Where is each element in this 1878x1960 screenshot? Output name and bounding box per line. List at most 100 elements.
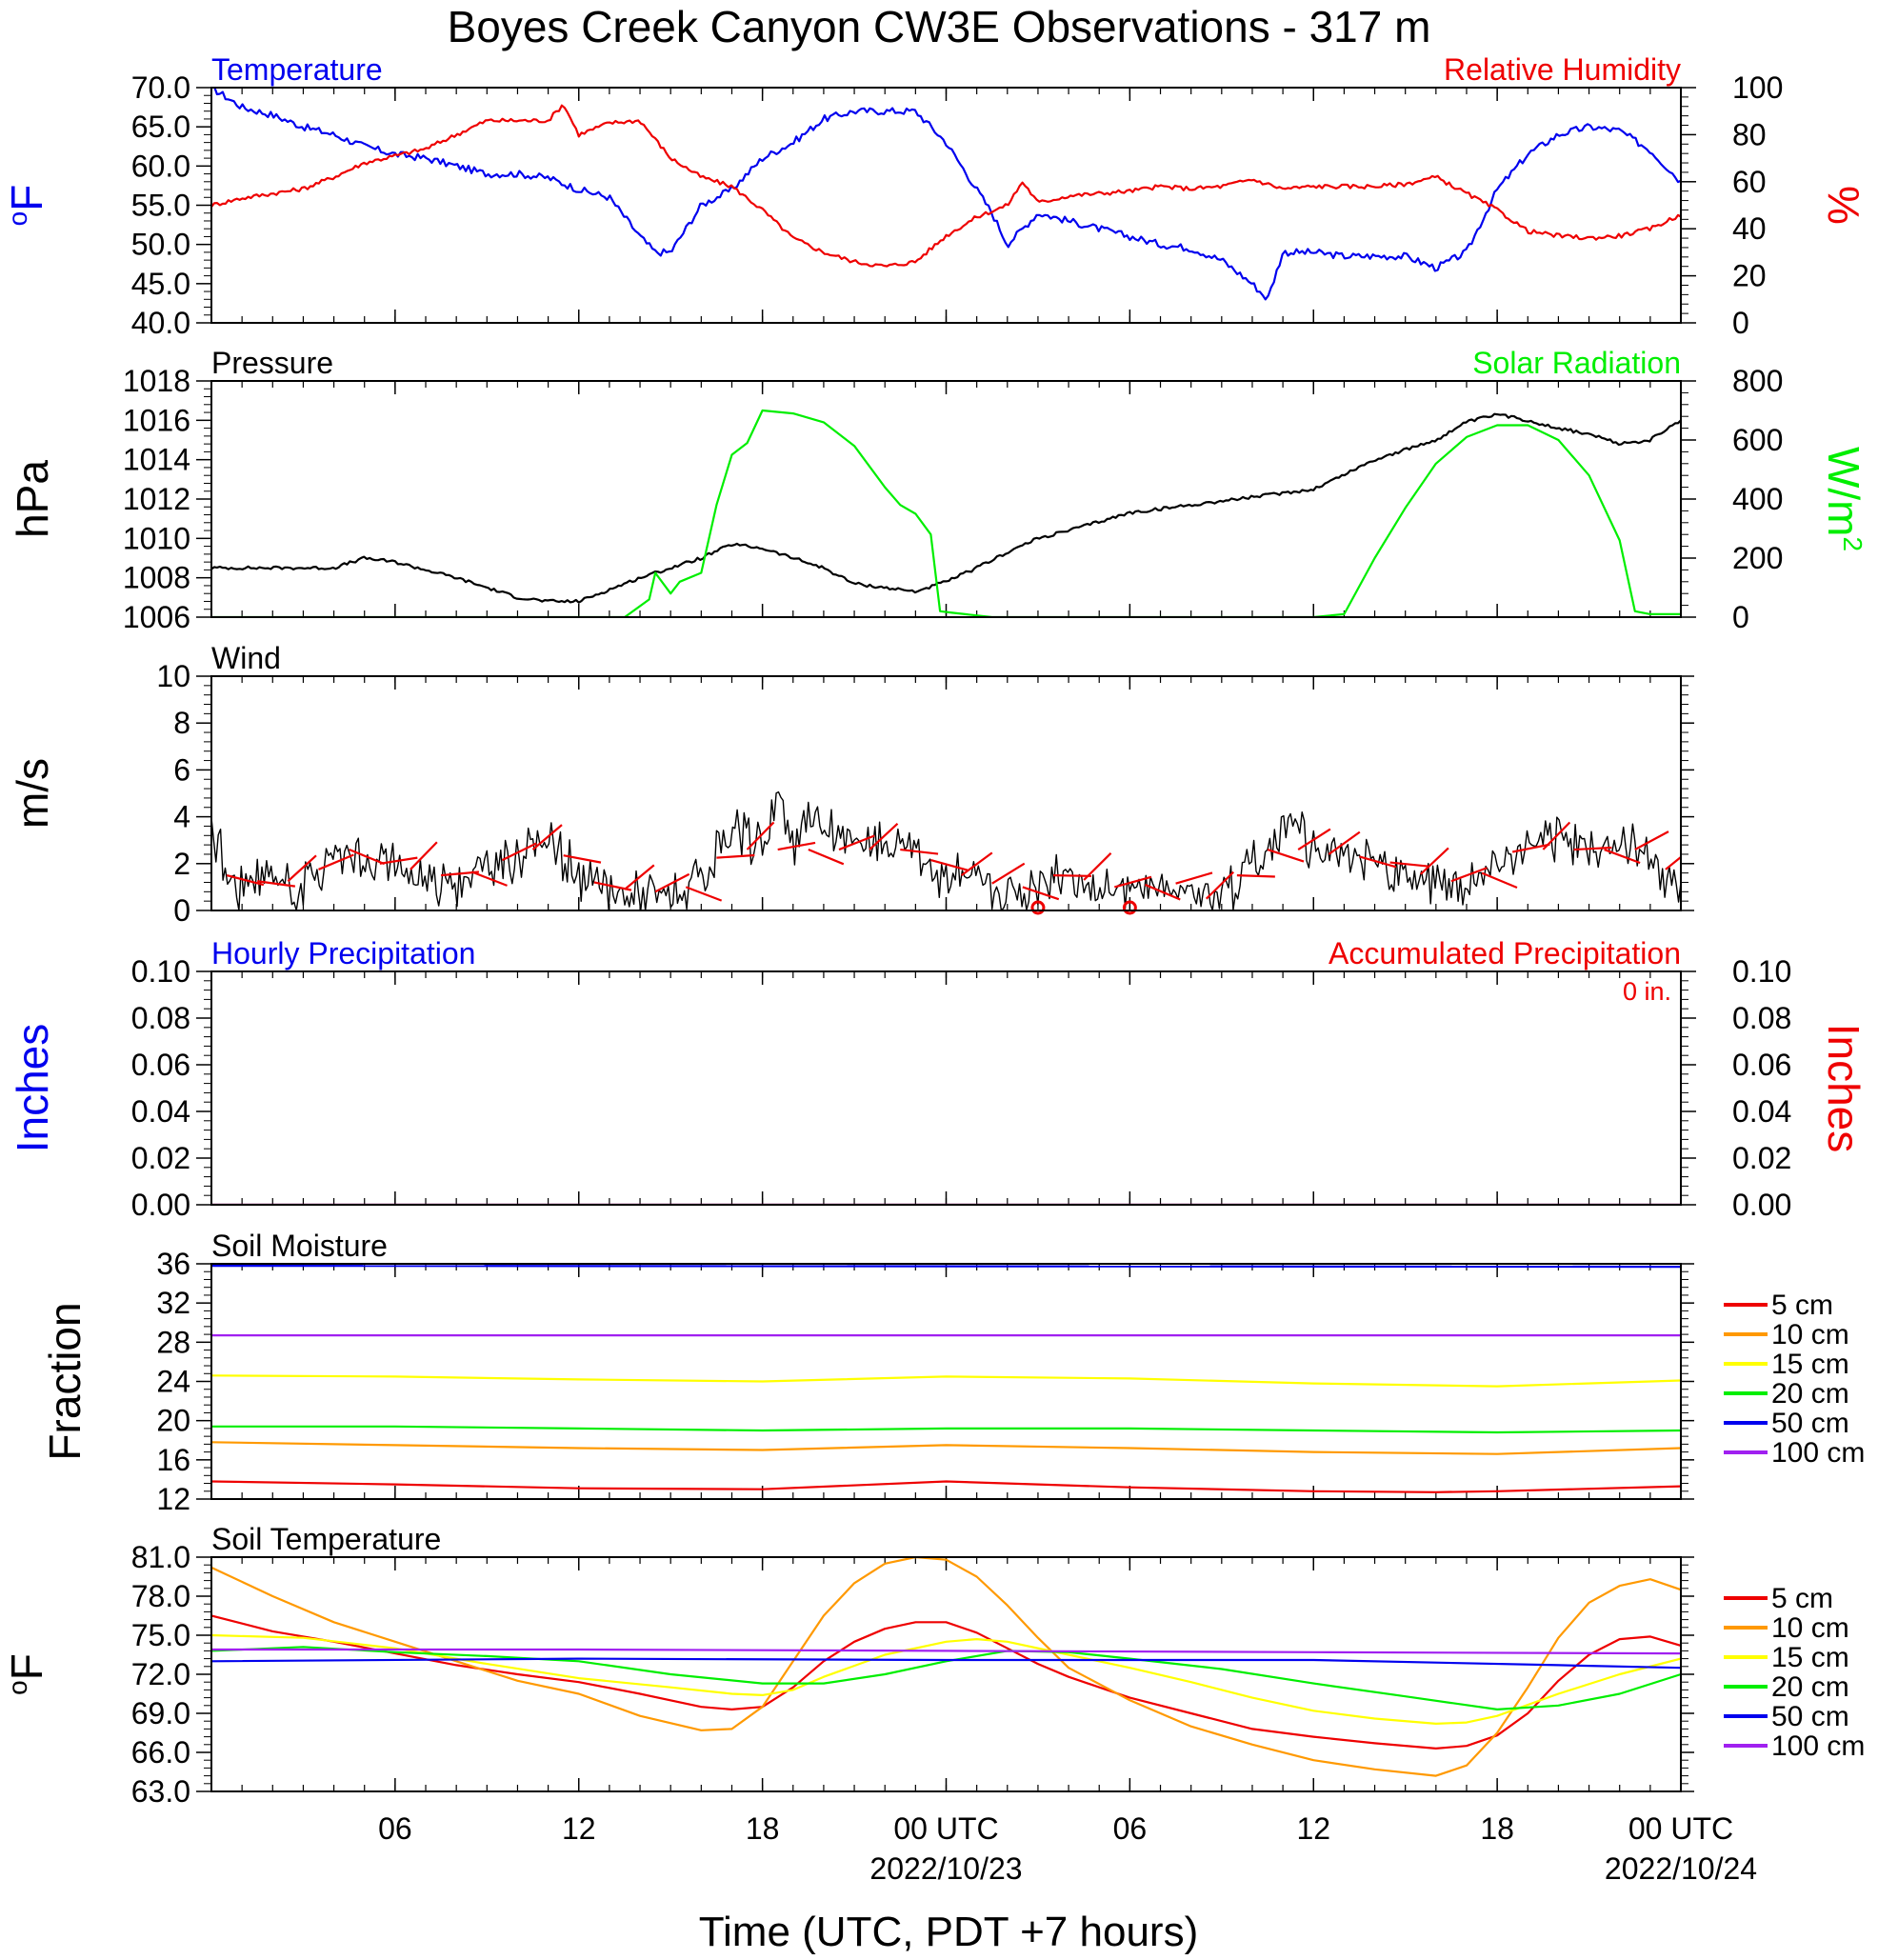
y-tick-label: 10 [156, 659, 190, 693]
legend-label: 5 cm [1771, 1290, 1833, 1321]
y-tick-label: 1014 [123, 443, 190, 477]
y-axis-label: Fraction [40, 1302, 90, 1460]
panel-frame [210, 87, 1682, 324]
y-tick-label: 1008 [123, 561, 190, 595]
panel-title-left: Wind [211, 641, 281, 675]
y-tick-label: 63.0 [131, 1774, 190, 1809]
series-line-20-cm [211, 1646, 1681, 1711]
wind-barb [287, 854, 317, 883]
y-axis-label-right: Inches [1819, 1024, 1868, 1153]
wind-barb [716, 853, 755, 859]
legend-label: 50 cm [1771, 1408, 1849, 1439]
y-tick-label: 1016 [123, 403, 190, 437]
legend-label: 10 cm [1771, 1612, 1849, 1644]
wind-barb [1205, 870, 1235, 900]
wind-barb [1145, 883, 1181, 901]
y-tick-label-right: 80 [1732, 117, 1767, 151]
panel-frame [210, 675, 1682, 911]
wind-barb [1604, 849, 1641, 865]
series-line-5-cm [211, 1480, 1681, 1493]
wind-barb [318, 853, 354, 870]
x-tick-label: 12 [562, 1811, 596, 1846]
wind-barb [991, 862, 1026, 885]
y-tick-label-right: 800 [1732, 364, 1783, 398]
legend-label: 100 cm [1771, 1730, 1865, 1762]
wind-barb [226, 874, 265, 887]
series-line-50-cm [211, 1657, 1681, 1670]
wind-barb [777, 841, 816, 851]
series-line-10-cm [211, 1557, 1681, 1777]
y-tick-label-right: 0.00 [1732, 1188, 1791, 1222]
wind-barb [1389, 861, 1428, 868]
wind-barb [257, 880, 296, 888]
wind-barb [1542, 821, 1571, 850]
x-tick-label: 00 UTC [1628, 1811, 1733, 1846]
panel-frame [210, 970, 1682, 1206]
y-tick-label: 66.0 [131, 1735, 190, 1770]
series-line-10-cm [211, 1441, 1681, 1455]
wind-barb [838, 834, 875, 851]
panel-title-right: Relative Humidity [1444, 52, 1681, 87]
series-line-temperature [213, 88, 1681, 301]
plot-area [211, 1264, 1681, 1493]
panel-title-left: Temperature [211, 52, 383, 87]
wind-barb [1114, 875, 1152, 889]
wind-barb [685, 886, 723, 902]
x-tick-label: 12 [1296, 1811, 1330, 1846]
y-tick-label: 1010 [123, 521, 190, 555]
y-tick-label: 20 [156, 1404, 190, 1438]
x-tick-date-label: 2022/10/23 [869, 1851, 1022, 1886]
wind-barb [563, 854, 602, 864]
legend-label: 20 cm [1771, 1378, 1849, 1410]
y-tick-label: 0.06 [131, 1048, 190, 1082]
y-axis-label-right: % [1819, 186, 1868, 225]
y-tick-label: 0.00 [131, 1188, 190, 1222]
panel-temperature-rh: 40.0 45.0 50.0 55.0 60.0 65.0 70.0 0 20 40 60 80 100… [2, 52, 1868, 340]
panel-title-right: Accumulated Precipitation [1329, 936, 1681, 970]
y-tick-label: 28 [156, 1325, 190, 1359]
y-tick-label: 1006 [123, 600, 190, 634]
wind-barb [746, 821, 775, 850]
wind-barb [930, 859, 969, 871]
calm-wind-marker [1030, 900, 1046, 915]
chart-panels: 40.045.050.055.060.065.070.0020406080100… [2, 52, 1868, 1809]
wind-barb [1420, 847, 1449, 875]
y-tick-label: 0 [173, 893, 190, 928]
y-tick-label: 72.0 [131, 1657, 190, 1691]
series-line-solar-radiation [211, 409, 1681, 617]
plot-area [211, 88, 1681, 301]
panel-title-left: Pressure [211, 346, 333, 380]
y-tick-label: 12 [156, 1482, 190, 1516]
x-tick-label: 18 [746, 1811, 780, 1846]
calm-wind-marker [1122, 900, 1137, 915]
x-tick-label: 06 [1113, 1811, 1148, 1846]
y-tick-label: 2 [173, 847, 190, 881]
y-tick-label: 1012 [123, 482, 190, 516]
wind-barb [1450, 867, 1488, 883]
y-axis-label-right: W/m2 [1819, 447, 1868, 551]
y-tick-label: 70.0 [131, 70, 190, 105]
chart-title: Boyes Creek Canyon CW3E Observations - 3… [448, 2, 1431, 51]
y-tick-label: 75.0 [131, 1618, 190, 1652]
y-tick-label: 45.0 [131, 267, 190, 301]
plot-area [211, 790, 1681, 910]
y-tick-label-right: 0.08 [1732, 1001, 1791, 1035]
wind-barb [1328, 830, 1361, 855]
wind-barb [1634, 830, 1669, 851]
wind-barb [531, 824, 563, 850]
y-tick-label: 24 [156, 1365, 190, 1399]
y-tick-label: 40.0 [131, 306, 190, 340]
time-axis: 06 12 18 00 UTC 2022/10/23 06 12 18 00 UTC 2022/1… [378, 1811, 1757, 1886]
y-tick-label-right: 400 [1732, 482, 1783, 516]
y-tick-label: 6 [173, 752, 190, 787]
y-tick-label-right: 600 [1732, 423, 1783, 457]
wind-barb [624, 864, 655, 890]
wind-barb [349, 849, 386, 866]
plot-area [211, 409, 1681, 617]
wind-barb [470, 870, 508, 887]
y-tick-label: 0.02 [131, 1141, 190, 1175]
legend-label: 15 cm [1771, 1642, 1849, 1673]
y-axis-label: oF [2, 1653, 51, 1695]
